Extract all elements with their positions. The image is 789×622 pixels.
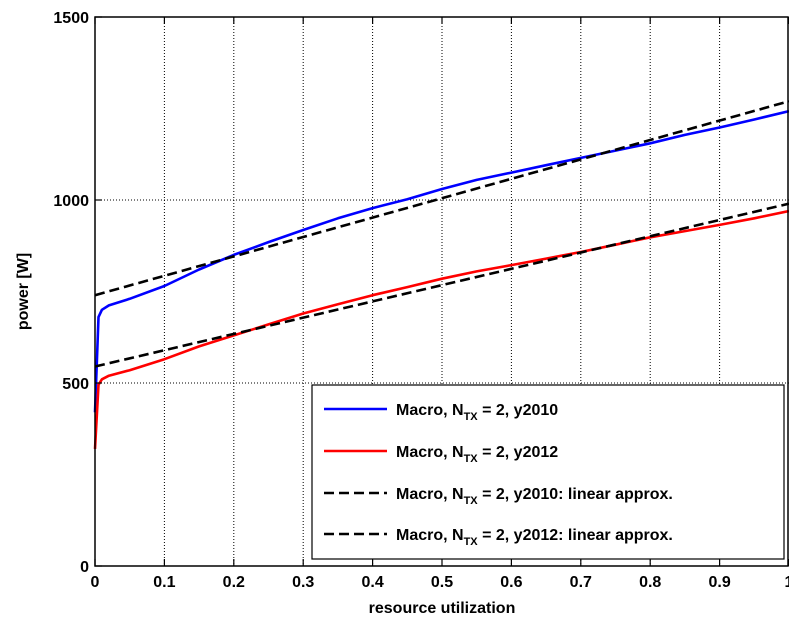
series-line-1 [95, 111, 789, 412]
legend-label-main: Macro, N [396, 402, 464, 419]
legend-label-rest: = 2, y2012: linear approx. [478, 527, 673, 544]
y-axis-label: power [W] [15, 253, 32, 330]
x-tick-label: 0 [91, 574, 100, 591]
legend-label-rest: = 2, y2012 [478, 444, 559, 461]
x-tick-label: 0.4 [361, 574, 383, 591]
y-tick-labels: 0 500 1000 1500 [53, 10, 89, 576]
legend-label-subscript: TX [464, 453, 479, 465]
legend-label-subscript: TX [464, 411, 479, 423]
y-tick-label: 0 [80, 559, 89, 576]
x-tick-labels: 0 0.1 0.2 0.3 0.4 0.5 0.6 0.7 0.8 0.9 1 [91, 574, 789, 591]
y-tick-label: 1000 [53, 193, 89, 210]
legend-label-rest: = 2, y2010: linear approx. [478, 486, 673, 503]
legend-label-subscript: TX [464, 495, 479, 507]
x-tick-label: 0.1 [153, 574, 175, 591]
legend-label-subscript: TX [464, 536, 479, 548]
x-axis-label: resource utilization [369, 600, 516, 617]
legend-label-main: Macro, N [396, 527, 464, 544]
x-tick-label: 0.8 [639, 574, 661, 591]
legend-label-main: Macro, N [396, 444, 464, 461]
x-tick-label: 0.9 [708, 574, 730, 591]
legend-label-main: Macro, N [396, 486, 464, 503]
y-tick-label: 1500 [53, 10, 89, 27]
y-tick-label: 500 [62, 376, 89, 393]
x-tick-label: 0.5 [431, 574, 453, 591]
series-line-4 [95, 204, 789, 367]
legend-label-rest: = 2, y2010 [478, 402, 559, 419]
x-tick-label: 1 [785, 574, 789, 591]
x-tick-label: 0.7 [570, 574, 592, 591]
x-tick-label: 0.3 [292, 574, 314, 591]
x-tick-label: 0.2 [223, 574, 245, 591]
x-tick-label: 0.6 [500, 574, 522, 591]
